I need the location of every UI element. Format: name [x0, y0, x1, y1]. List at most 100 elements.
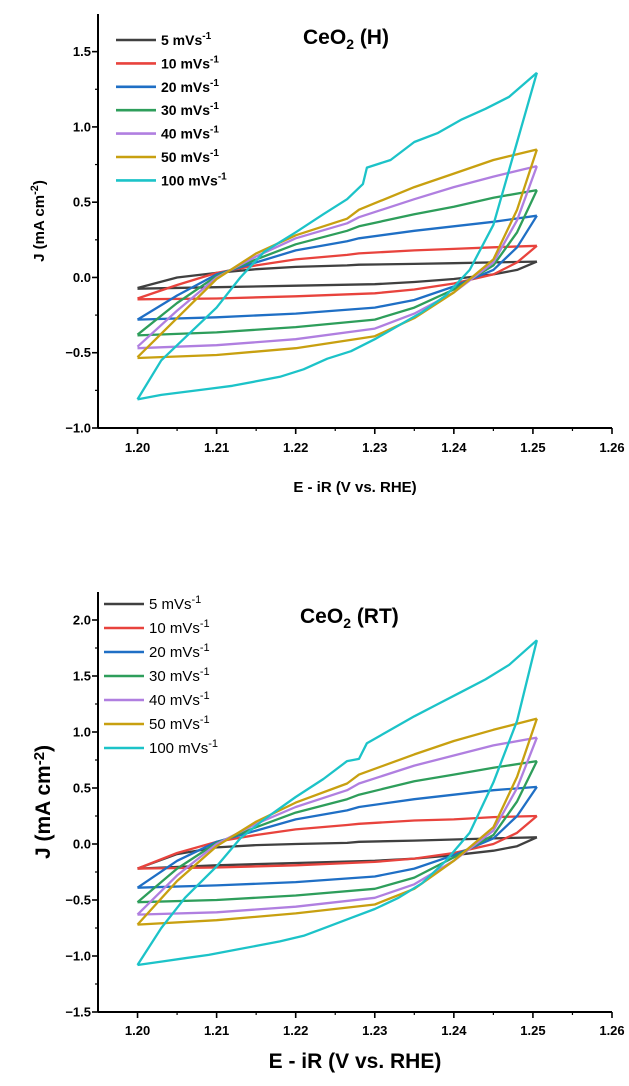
series-line-upper: [137, 260, 537, 290]
y-tick-label: 0.5: [73, 195, 91, 210]
legend-label-sup: -1: [200, 714, 210, 726]
legend-label-main: 10 mVs: [161, 55, 210, 71]
chart-title-main: CeO: [303, 26, 346, 49]
legend-label-sup: -1: [210, 54, 219, 65]
series-100-mvs: [136, 71, 539, 401]
series-line-upper: [136, 785, 537, 889]
legend-label-main: 30 mVs: [161, 102, 210, 118]
series-30-mvs: [136, 759, 538, 904]
chart-title-subscript: 2: [346, 36, 354, 52]
y-tick-label: −0.5: [65, 893, 91, 908]
chart-panel: 1.20 1.21 1.22 1.23 1.24 1.25 1.26 −1.0 −0.5 0.0 0…: [29, 14, 625, 496]
legend-label: 10 mVs-1: [161, 54, 219, 71]
x-tick-label: 1.20: [125, 440, 150, 455]
series-line-upper: [136, 71, 538, 400]
x-axis-label: E - iR (V vs. RHE): [293, 479, 416, 496]
x-tick-label: 1.26: [599, 1023, 624, 1038]
x-tick-label: 1.23: [362, 1023, 387, 1038]
x-tick-label: 1.22: [283, 1023, 308, 1038]
y-axis-label-sup: -2: [31, 752, 48, 765]
legend: 5 mVs-110 mVs-120 mVs-130 mVs-140 mVs-15…: [104, 594, 218, 757]
series-line-lower: [137, 149, 538, 360]
x-tick-label: 1.23: [362, 440, 387, 455]
x-tick-label: 1.26: [599, 440, 624, 455]
x-tick-label: 1.24: [441, 440, 467, 455]
legend-label-main: 100 mVs: [161, 172, 218, 188]
legend-label-sup: -1: [218, 171, 227, 182]
legend-label: 30 mVs-1: [149, 666, 210, 685]
series-line-upper: [137, 244, 537, 300]
chart-title-main: CeO: [300, 605, 343, 628]
y-tick-label: 2.0: [73, 613, 91, 628]
series-line-lower: [137, 786, 538, 889]
legend-label: 50 mVs-1: [161, 148, 219, 165]
y-tick-label: 0.0: [73, 837, 91, 852]
x-tick-label: 1.21: [204, 1023, 229, 1038]
x-tick-label: 1.22: [283, 440, 308, 455]
legend-label-main: 5 mVs: [149, 596, 192, 613]
legend-label-sup: -1: [210, 125, 219, 136]
legend-label: 50 mVs-1: [149, 714, 210, 733]
legend-label: 10 mVs-1: [149, 618, 210, 637]
y-tick-label: −1.5: [65, 1005, 91, 1020]
chart-title-subscript: 2: [343, 615, 351, 631]
series-line-upper: [136, 639, 538, 966]
y-tick-label: 0.0: [73, 270, 91, 285]
x-tick-label: 1.20: [125, 1023, 150, 1038]
legend-label-main: 30 mVs: [149, 668, 200, 685]
legend-label-sup: -1: [200, 618, 210, 630]
series-line-lower: [137, 760, 538, 904]
legend-label: 20 mVs-1: [149, 642, 210, 661]
legend-label: 5 mVs-1: [161, 31, 212, 48]
legend-label-main: 50 mVs: [161, 149, 210, 165]
x-tick-label: 1.25: [520, 440, 545, 455]
legend-label: 100 mVs-1: [149, 738, 218, 757]
legend-label: 40 mVs-1: [161, 125, 219, 142]
legend-label: 30 mVs-1: [161, 101, 219, 118]
y-tick-label: 1.5: [73, 669, 91, 684]
series-line-lower: [137, 215, 538, 321]
series-line-upper: [136, 759, 538, 904]
series-5-mvs: [137, 260, 538, 290]
legend-label: 5 mVs-1: [149, 594, 201, 613]
series-100-mvs: [136, 639, 539, 967]
y-axis-label: J (mA cm-2): [29, 180, 48, 262]
series-line-lower: [137, 189, 538, 337]
legend-label-main: 5 mVs: [161, 32, 202, 48]
series-line-lower: [137, 815, 538, 870]
legend-label-main: 40 mVs: [161, 126, 210, 142]
y-axis-label-sup: -2: [29, 185, 41, 195]
series-10-mvs: [137, 814, 538, 870]
legend-label-main: 20 mVs: [149, 644, 200, 661]
series-line-upper: [136, 736, 538, 916]
series-30-mvs: [136, 188, 538, 337]
legend-label-sup: -1: [200, 690, 210, 702]
series-line-upper: [136, 214, 538, 321]
legend-label-sup: -1: [210, 101, 219, 112]
legend-label-sup: -1: [192, 594, 202, 606]
series-20-mvs: [136, 785, 538, 889]
chart-title-tail: (RT): [351, 605, 399, 628]
legend-label-sup: -1: [210, 78, 219, 89]
series-line-lower: [137, 737, 538, 916]
legend-label-sup: -1: [210, 148, 219, 159]
series-line-upper: [137, 814, 537, 870]
series-line-upper: [136, 188, 538, 336]
chart-title: CeO2 (H): [303, 26, 389, 52]
legend-label-sup: -1: [200, 642, 210, 654]
y-axis-label: J (mA cm-2): [31, 745, 55, 859]
legend-label-sup: -1: [208, 738, 218, 750]
series-line-upper: [136, 717, 538, 926]
series-line-upper: [136, 164, 538, 348]
legend-label-main: 40 mVs: [149, 692, 200, 709]
series-40-mvs: [136, 164, 538, 350]
x-tick-label: 1.21: [204, 440, 229, 455]
y-tick-label: 1.0: [73, 725, 91, 740]
series-line-upper: [137, 836, 537, 870]
legend-label-main: 20 mVs: [161, 79, 210, 95]
x-tick-label: 1.24: [441, 1023, 467, 1038]
y-axis-label-tail: ): [31, 180, 48, 185]
series-20-mvs: [136, 214, 538, 321]
